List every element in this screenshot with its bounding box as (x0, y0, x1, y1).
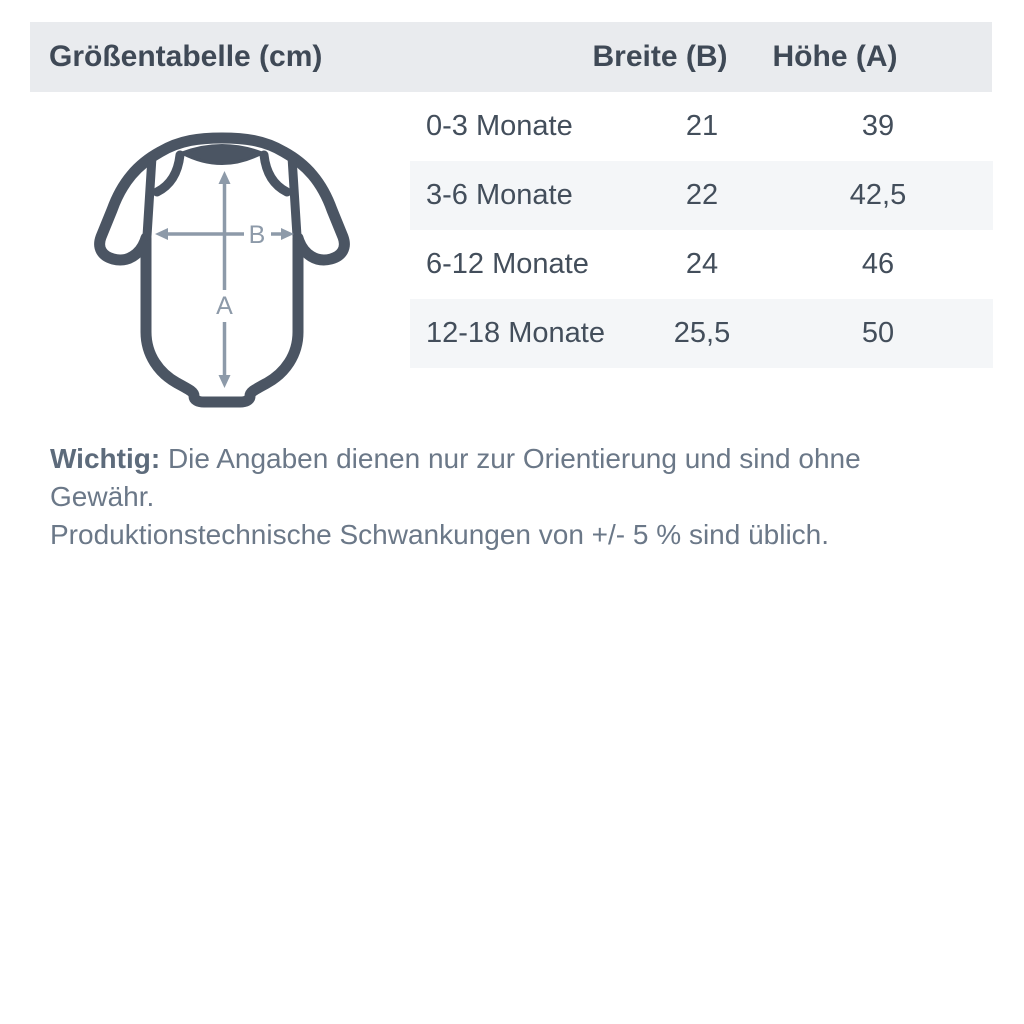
width-value: 24 (685, 248, 719, 280)
disclaimer-line-2: Produktionstechnische Schwankungen von +… (50, 519, 830, 550)
size-label: 12-18 Monate (426, 317, 605, 349)
bodysuit-outline (94, 132, 350, 408)
width-value: 21 (685, 110, 719, 142)
height-arrow (218, 171, 231, 388)
table-row: 3-6 Monate 22 42,5 (410, 161, 993, 230)
width-arrow-label: B (249, 221, 266, 249)
left-shoulder-fold (152, 150, 185, 197)
disclaimer-note: Wichtig: Die Angaben dienen nur zur Orie… (50, 440, 970, 554)
table-row: 6-12 Monate 24 46 (410, 230, 993, 299)
disclaimer-text-1: Die Angaben dienen nur zur Orientierung … (50, 443, 861, 512)
size-table: 0-3 Monate 21 39 3-6 Monate 22 42,5 6-12… (410, 92, 993, 368)
width-value: 22 (685, 179, 719, 211)
bodysuit-icon: B A (94, 132, 350, 408)
right-shoulder-fold (259, 150, 292, 197)
disclaimer-bold-label: Wichtig: (50, 443, 161, 474)
size-label: 3-6 Monate (426, 179, 573, 211)
size-label: 6-12 Monate (426, 248, 589, 280)
size-label: 0-3 Monate (426, 110, 573, 142)
left-seam-line (142, 152, 157, 241)
page-title: Größentabelle (cm) (49, 40, 323, 73)
width-value: 25,5 (673, 317, 731, 349)
disclaimer-line-1: Wichtig: Die Angaben dienen nur zur Orie… (50, 440, 970, 516)
height-value: 50 (861, 317, 895, 349)
height-value: 46 (861, 248, 895, 280)
width-arrow (155, 228, 294, 240)
column-header-height: Höhe (A) (772, 40, 898, 73)
bodysuit-diagram: B A (70, 124, 370, 419)
right-seam-line (287, 152, 302, 241)
column-header-width: Breite (B) (592, 40, 728, 73)
table-row: 12-18 Monate 25,5 50 (410, 299, 993, 368)
table-row: 0-3 Monate 21 39 (410, 92, 993, 161)
height-value: 42,5 (849, 179, 907, 211)
height-value: 39 (861, 110, 895, 142)
height-arrow-label: A (216, 292, 233, 320)
size-chart-header: Größentabelle (cm) Breite (B) Höhe (A) (30, 22, 992, 92)
